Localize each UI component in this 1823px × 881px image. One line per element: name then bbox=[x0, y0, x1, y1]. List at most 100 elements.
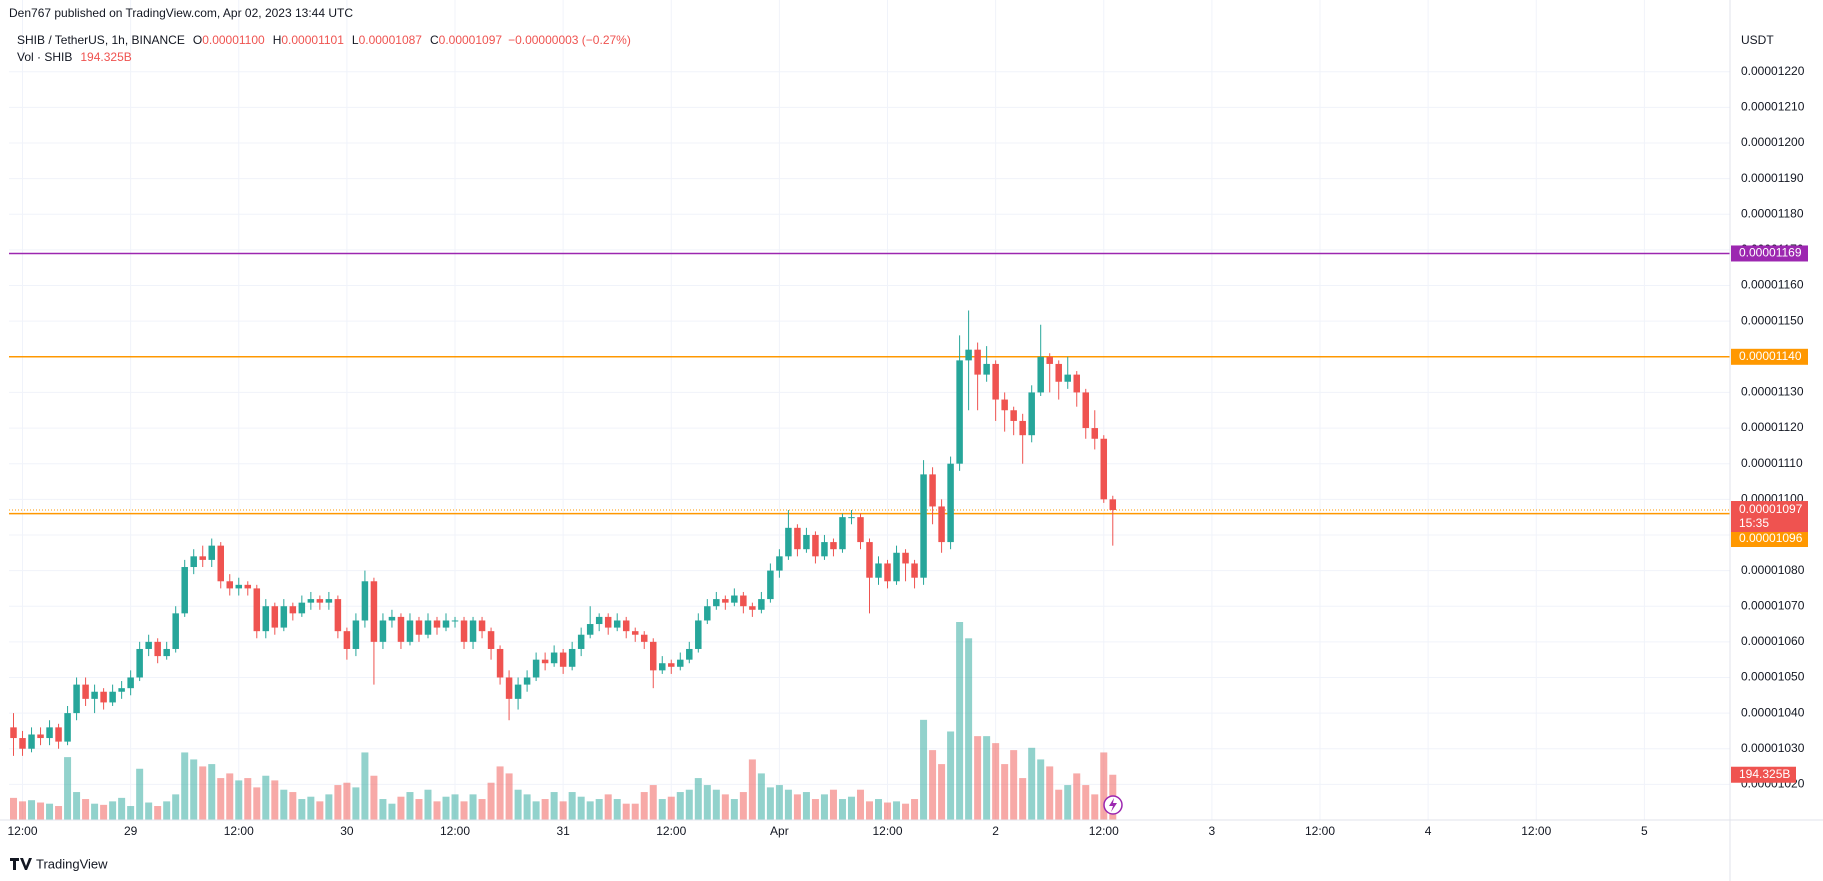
volume-bar bbox=[91, 803, 99, 820]
x-tick-label: 12:00 bbox=[440, 824, 470, 838]
volume-bar bbox=[1082, 785, 1090, 820]
x-tick-label: 2 bbox=[992, 824, 999, 838]
volume-bar bbox=[829, 789, 837, 820]
volume-bar bbox=[460, 801, 468, 820]
volume-bar bbox=[1019, 778, 1027, 820]
candle-body bbox=[415, 620, 423, 635]
volume-bar bbox=[28, 800, 36, 820]
candle-body bbox=[91, 691, 98, 699]
candle-body bbox=[1109, 499, 1117, 511]
volume-bar bbox=[595, 799, 603, 820]
volume-bar bbox=[370, 775, 378, 820]
candle-body bbox=[622, 620, 630, 632]
level-label: 0.00001096 bbox=[1739, 531, 1803, 545]
volume-bar bbox=[478, 799, 486, 820]
legend-value: 0.00001087 bbox=[359, 33, 423, 47]
candle-body bbox=[758, 599, 765, 610]
volume-bar bbox=[163, 801, 171, 820]
legend-key: C bbox=[430, 33, 439, 47]
volume-bar bbox=[712, 789, 720, 820]
volume-bar bbox=[82, 799, 90, 820]
legend-key: H bbox=[273, 33, 282, 47]
candle-body bbox=[280, 606, 288, 628]
candle-body bbox=[523, 677, 531, 685]
candle-body bbox=[442, 620, 450, 628]
volume-bar bbox=[244, 778, 252, 820]
volume-bar bbox=[379, 799, 387, 820]
candle-body bbox=[794, 527, 801, 550]
volume-bar bbox=[938, 764, 946, 820]
candle-body bbox=[451, 620, 459, 622]
candle-body bbox=[37, 734, 44, 739]
candle-body bbox=[298, 602, 306, 614]
candle-body bbox=[550, 652, 558, 664]
x-tick-label: 12:00 bbox=[8, 824, 38, 838]
volume-bar bbox=[46, 803, 54, 820]
volume-bar bbox=[559, 801, 567, 820]
candle-body bbox=[929, 474, 936, 507]
volume-bar bbox=[748, 759, 756, 820]
volume-bar bbox=[415, 799, 423, 820]
candle-body bbox=[154, 641, 161, 657]
published-note: Den767 published on TradingView.com, Apr… bbox=[9, 6, 353, 20]
y-tick-label: 0.00001130 bbox=[1741, 385, 1804, 399]
legend-value: 0.00001097 bbox=[439, 33, 503, 47]
volume-bar bbox=[10, 797, 18, 820]
candle-body bbox=[388, 616, 396, 621]
level-label: 0.00001140 bbox=[1739, 349, 1802, 363]
volume-bar bbox=[541, 799, 549, 820]
candle-body bbox=[406, 620, 414, 642]
axes: 0.000010200.000010300.000010400.00001050… bbox=[8, 64, 1808, 838]
volume-bar bbox=[992, 743, 1000, 820]
volume-bar bbox=[920, 719, 928, 820]
y-tick-label: 0.00001050 bbox=[1741, 670, 1805, 684]
candle-body bbox=[73, 684, 80, 714]
level-badge bbox=[1731, 531, 1808, 548]
candle-body bbox=[884, 563, 891, 582]
candle-body bbox=[271, 606, 279, 628]
candle-body bbox=[244, 584, 252, 589]
legend-change: −0.00000003 (−0.27%) bbox=[508, 33, 631, 47]
x-tick-label: 12:00 bbox=[224, 824, 254, 838]
lightning-icon[interactable] bbox=[1103, 795, 1123, 815]
volume-bar bbox=[406, 792, 414, 820]
candle-body bbox=[686, 648, 693, 660]
volume-bar bbox=[685, 789, 693, 820]
x-tick-label: 29 bbox=[124, 824, 138, 838]
logo-mark bbox=[10, 858, 32, 870]
candle-body bbox=[100, 691, 107, 703]
candle-body bbox=[731, 595, 738, 603]
candle-body bbox=[659, 663, 666, 671]
volume-bar bbox=[929, 750, 937, 820]
volume-bar bbox=[604, 794, 612, 820]
volume-bar bbox=[730, 799, 738, 820]
volume-bar bbox=[577, 796, 585, 820]
candle-body bbox=[199, 556, 206, 560]
volume-bar bbox=[523, 794, 531, 820]
x-tick-label: 4 bbox=[1425, 824, 1432, 838]
volume-bar bbox=[856, 789, 864, 820]
volume-bar bbox=[127, 806, 135, 820]
candle-body bbox=[568, 648, 576, 667]
y-tick-label: 0.00001190 bbox=[1741, 171, 1804, 185]
candle-body bbox=[785, 527, 792, 557]
candle-body bbox=[1082, 392, 1090, 429]
candle-body bbox=[289, 606, 297, 614]
candle-body bbox=[325, 599, 333, 603]
candle-body bbox=[424, 620, 432, 635]
candle-body bbox=[965, 349, 972, 361]
volume-bar bbox=[217, 778, 225, 820]
candle-body bbox=[1037, 356, 1044, 393]
candle-body bbox=[55, 727, 62, 742]
candle-body bbox=[604, 616, 612, 628]
volume-bar bbox=[1064, 785, 1072, 820]
volume-bar bbox=[172, 794, 180, 820]
volume-value: 194.325B bbox=[80, 50, 131, 64]
candle-body bbox=[677, 659, 684, 667]
volume-bar bbox=[136, 768, 144, 820]
x-tick-label: 12:00 bbox=[656, 824, 686, 838]
candle-body bbox=[776, 556, 783, 571]
candle-body bbox=[46, 727, 53, 739]
y-tick-label: 0.00001180 bbox=[1741, 206, 1804, 220]
